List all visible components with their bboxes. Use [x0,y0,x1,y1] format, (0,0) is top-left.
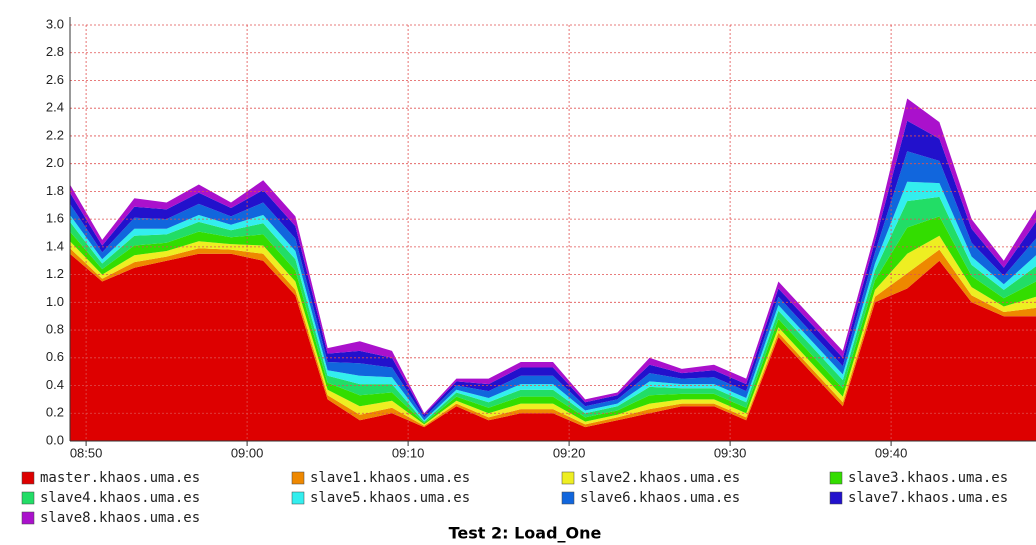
legend-label: slave7.khaos.uma.es [848,490,1008,506]
legend-label: slave3.khaos.uma.es [848,470,1008,486]
x-tick-label: 09:00 [231,445,264,460]
legend-label: slave4.khaos.uma.es [40,490,200,506]
y-tick-label: 2.8 [46,44,64,59]
legend-swatch [561,471,575,485]
y-tick-label: 1.2 [46,266,64,281]
y-tick-label: 3.0 [46,16,64,31]
legend-swatch [21,491,35,505]
legend-swatch [291,471,305,485]
y-tick-label: 2.4 [46,100,64,115]
y-tick-label: 2.2 [46,127,64,142]
y-tick-label: 0.2 [46,405,64,420]
area [70,235,1036,426]
legend-swatch [21,471,35,485]
y-tick-label: 2.0 [46,155,64,170]
x-tick-label: 09:30 [714,445,747,460]
x-tick-label: 09:40 [875,445,908,460]
y-tick-label: 1.4 [46,238,64,253]
legend-swatch [21,511,35,525]
area [70,253,1036,441]
area [70,98,1036,415]
x-tick-label: 09:10 [392,445,425,460]
legend-swatch [291,491,305,505]
legend-label: slave1.khaos.uma.es [310,470,470,486]
legend-label: slave5.khaos.uma.es [310,490,470,506]
y-tick-label: 0.6 [46,349,64,364]
chart-caption: Test 2: Load_One [449,524,602,543]
legend-label: master.khaos.uma.es [40,470,200,486]
y-tick-label: 1.0 [46,294,64,309]
y-tick-label: 1.8 [46,183,64,198]
legend-label: slave2.khaos.uma.es [580,470,740,486]
legend-label: slave8.khaos.uma.es [40,510,200,526]
legend-swatch [561,491,575,505]
x-tick-label: 08:50 [70,445,103,460]
y-tick-label: 0.4 [46,377,64,392]
y-tick-label: 0.8 [46,322,64,337]
legend-swatch [829,491,843,505]
y-tick-label: 0.0 [46,432,64,447]
y-tick-label: 2.6 [46,72,64,87]
area [70,151,1036,421]
legend-swatch [829,471,843,485]
area [70,120,1036,418]
legend-label: slave6.khaos.uma.es [580,490,740,506]
y-tick-label: 1.6 [46,211,64,226]
x-tick-label: 09:20 [553,445,586,460]
